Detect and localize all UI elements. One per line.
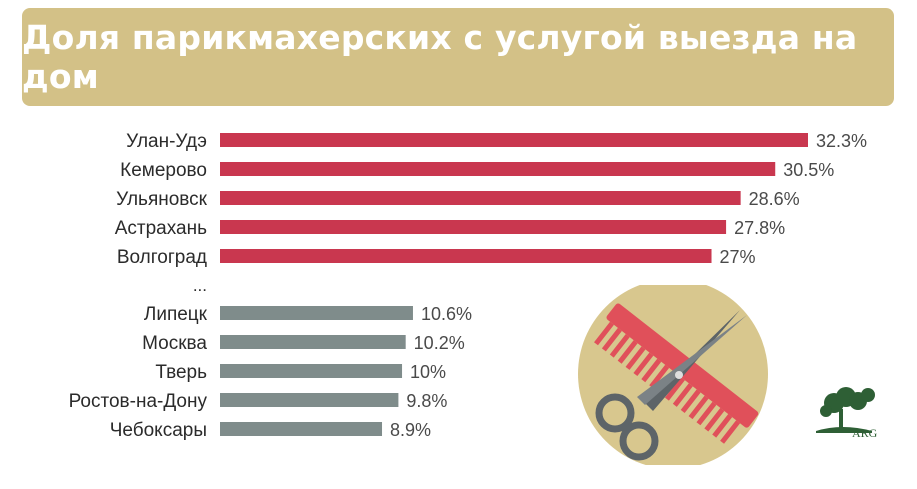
bar — [220, 306, 413, 320]
comb-scissors-illustration — [578, 285, 768, 465]
title-banner: Доля парикмахерских с услугой выезда на … — [22, 8, 894, 106]
category-label: Ульяновск — [116, 189, 208, 210]
value-label: 10.2% — [414, 333, 465, 353]
value-label: 28.6% — [749, 189, 800, 209]
arg-logo: ARG — [816, 387, 878, 440]
value-label: 8.9% — [390, 420, 431, 440]
category-label: Москва — [142, 333, 207, 354]
chart-title: Доля парикмахерских с услугой выезда на … — [22, 18, 858, 96]
category-label: Чебоксары — [110, 420, 207, 441]
bar — [220, 191, 741, 205]
scissors-icon — [595, 310, 747, 461]
value-label: 27% — [720, 247, 756, 267]
bar — [220, 162, 776, 176]
value-label: 30.5% — [783, 160, 834, 180]
category-label: Тверь — [155, 362, 207, 383]
category-label: Липецк — [144, 304, 208, 325]
value-label: 9.8% — [406, 391, 447, 411]
separator-ellipsis: ... — [193, 276, 207, 295]
bar — [220, 133, 808, 147]
bar — [220, 422, 383, 436]
value-label: 32.3% — [816, 131, 867, 151]
bar — [220, 220, 727, 234]
category-label: Ростов-на-Дону — [69, 391, 208, 412]
category-label: Волгоград — [117, 247, 207, 268]
logo-text: ARG — [852, 426, 878, 440]
category-label: Кемерово — [120, 160, 207, 181]
category-label: Улан-Удэ — [126, 131, 207, 152]
category-label: Астрахань — [115, 218, 207, 239]
bar — [220, 335, 406, 349]
value-label: 27.8% — [734, 218, 785, 238]
value-label: 10% — [410, 362, 446, 382]
bar — [220, 364, 403, 378]
bar — [220, 249, 712, 263]
bar — [220, 393, 399, 407]
value-label: 10.6% — [421, 304, 472, 324]
